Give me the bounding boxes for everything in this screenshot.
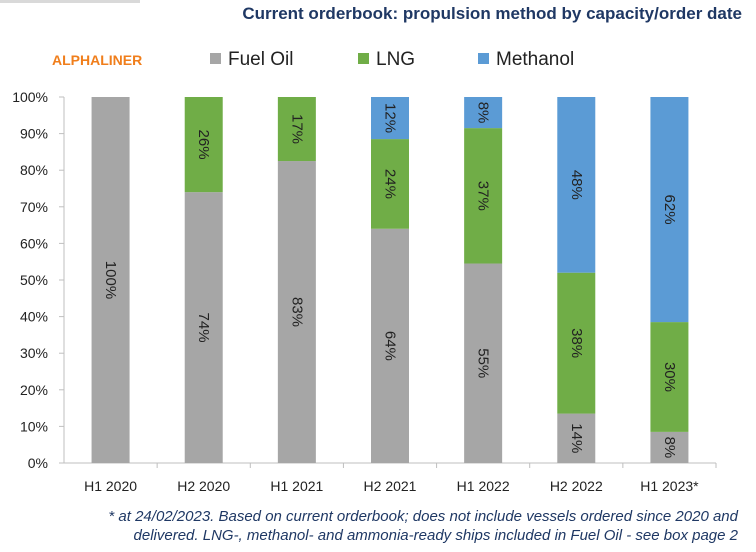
y-tick-label: 0% (28, 455, 48, 471)
data-label: 26% (195, 130, 212, 160)
bar-segment-lng (277, 97, 316, 162)
data-label: 17% (288, 114, 305, 144)
bar-segment-lng (371, 139, 409, 229)
bar-segment-lng (557, 272, 596, 414)
y-tick-label: 30% (20, 345, 48, 361)
brand-logo-text: ALPHALINER (52, 52, 143, 68)
y-tick-label: 10% (20, 418, 48, 434)
data-label: 8% (661, 437, 678, 459)
x-tick-label: H1 2020 (84, 478, 137, 494)
data-label: 14% (568, 423, 585, 453)
bar-segment-lng (184, 97, 223, 193)
y-tick-label: 50% (20, 272, 48, 288)
bar-segment-methanol (650, 97, 689, 323)
chart-title: Current orderbook: propulsion method by … (242, 4, 742, 23)
data-label: 48% (568, 170, 585, 200)
y-tick-label: 70% (20, 199, 48, 215)
data-label: 100% (102, 261, 119, 299)
bar-segment-fuel-oil (277, 161, 316, 464)
data-label: 83% (288, 297, 305, 327)
bar-segment-fuel-oil (557, 413, 596, 463)
bar-segment-methanol (371, 97, 409, 140)
legend-label: LNG (376, 49, 415, 70)
data-label: 64% (382, 331, 399, 361)
legend-item: LNG (358, 49, 415, 70)
stacked-bar-chart: 0% 10% 20% 30% 40% 50% 60% 70% 80% 90% 100% 100% H1 … (12, 49, 717, 494)
legend-item: Fuel Oil (210, 49, 293, 70)
bar-segment-lng (650, 322, 689, 432)
data-label: 74% (195, 313, 212, 343)
data-label: 37% (475, 181, 492, 211)
x-tick-label: H2 2021 (364, 478, 417, 494)
y-tick-label: 100% (12, 89, 48, 105)
x-tick-label: H1 2021 (270, 478, 323, 494)
bar-segment-fuel-oil (371, 228, 409, 463)
y-tick-label: 60% (20, 235, 48, 251)
bar-segment-methanol (464, 97, 503, 129)
data-label: 55% (475, 348, 492, 378)
bar-segment-methanol (557, 97, 596, 273)
data-label: 38% (568, 328, 585, 358)
y-tick-label: 40% (20, 309, 48, 325)
bar-segment-fuel-oil (184, 192, 223, 463)
bar-segment-lng (464, 128, 503, 264)
data-label: 12% (382, 103, 399, 133)
x-tick-label: H1 2022 (457, 478, 510, 494)
legend-label: Methanol (496, 49, 574, 70)
legend-swatch (358, 53, 369, 64)
footnote-line-1: * at 24/02/2023. Based on current orderb… (108, 508, 738, 525)
legend-swatch (478, 53, 489, 64)
y-tick-label: 20% (20, 382, 48, 398)
data-label: 24% (382, 169, 399, 199)
footnote: * at 24/02/2023. Based on current orderb… (0, 507, 738, 545)
y-tick-label: 90% (20, 126, 48, 142)
footnote-line-2: delivered. LNG-, methanol- and ammonia-r… (133, 527, 738, 544)
bar-segment-fuel-oil (91, 97, 130, 463)
data-label: 62% (661, 195, 678, 225)
x-tick-label: H2 2022 (550, 478, 603, 494)
y-tick-label: 80% (20, 162, 48, 178)
top-rule (0, 0, 140, 3)
x-tick-label: H2 2020 (177, 478, 230, 494)
legend-swatch (210, 53, 221, 64)
x-tick-label: H1 2023* (640, 478, 699, 494)
bar-segment-fuel-oil (650, 431, 689, 463)
bar-segment-fuel-oil (464, 263, 503, 463)
legend-item: Methanol (478, 49, 574, 70)
data-label: 30% (661, 362, 678, 392)
data-label: 8% (475, 102, 492, 124)
legend-label: Fuel Oil (228, 49, 293, 70)
